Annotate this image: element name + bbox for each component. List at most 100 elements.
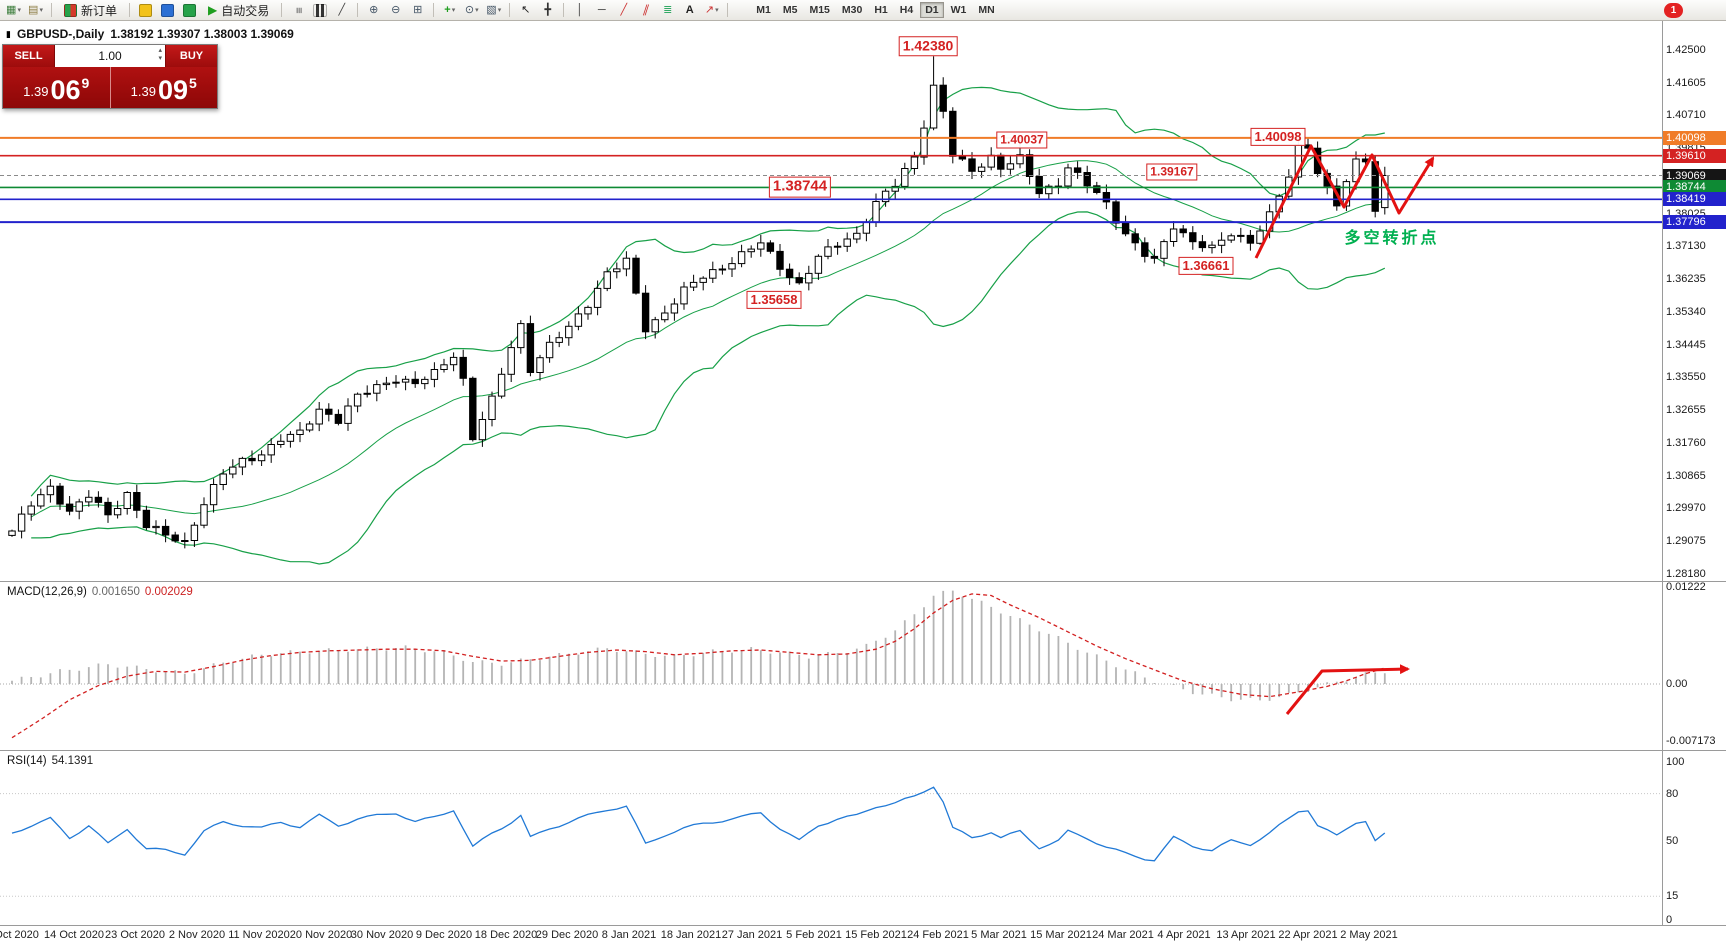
rsi-current-value: 54.1391: [51, 755, 94, 767]
horizontal-line-icon[interactable]: ─: [591, 1, 612, 19]
signals-icon[interactable]: [179, 1, 200, 19]
sell-button[interactable]: SELL: [3, 45, 55, 67]
candlestick-mini-icon: ▮: [6, 28, 11, 39]
channel-glyph: ∥: [641, 3, 651, 16]
cursor-icon[interactable]: ↖: [515, 1, 536, 19]
fibonacci-icon[interactable]: ≣: [657, 1, 678, 19]
volume-spinner[interactable]: ▴ ▾: [158, 47, 162, 63]
vline-glyph: │: [576, 3, 584, 16]
toolbar-separator: [51, 3, 52, 17]
bar-chart-icon[interactable]: ≡: [287, 1, 308, 19]
sell-price-head: 1.39: [23, 84, 49, 99]
new-chart-icon[interactable]: ▦ ▾: [3, 1, 24, 19]
volume-input[interactable]: 1.00 ▴ ▾: [55, 45, 165, 67]
chevron-down-icon: ▾: [497, 7, 502, 14]
profiles-icon[interactable]: ▤ ▾: [25, 1, 46, 19]
chevron-down-icon: ▾: [17, 7, 21, 14]
timeframe-MN[interactable]: MN: [973, 2, 999, 18]
crosshair-glyph: ╋: [544, 3, 552, 16]
volume-value: 1.00: [98, 49, 122, 63]
timeframe-M30[interactable]: M30: [837, 2, 867, 18]
buy-button[interactable]: BUY: [165, 45, 217, 67]
macd-signal-value: 0.002029: [144, 586, 193, 598]
spin-down-icon[interactable]: ▾: [158, 55, 162, 62]
profiles-glyph: ▤: [28, 3, 39, 16]
macd-indicator-label: MACD(12,26,9) 0.001650 0.002029: [7, 586, 193, 598]
tile-windows-icon[interactable]: ⊞: [407, 1, 428, 19]
line-chart-icon[interactable]: ╱: [331, 1, 352, 19]
order-glyph: [64, 3, 77, 17]
timeframe-H1[interactable]: H1: [869, 2, 892, 18]
notification-badge[interactable]: 1: [1664, 2, 1683, 18]
ohlc-values: 1.38192 1.39307 1.38003 1.39069: [110, 27, 294, 41]
candles-glyph: [312, 3, 327, 17]
linechart-glyph: ╱: [338, 3, 346, 16]
chevron-down-icon: ▾: [451, 7, 456, 14]
tile-glyph: ⊞: [413, 3, 423, 16]
timeframe-M15[interactable]: M15: [804, 2, 834, 18]
text-tool-icon[interactable]: A: [679, 1, 700, 19]
buy-price-pips: 09: [157, 75, 189, 105]
timeframe-H4[interactable]: H4: [895, 2, 918, 18]
timeframe-D1[interactable]: D1: [920, 2, 944, 18]
zoom-in-icon[interactable]: ⊕: [363, 1, 384, 19]
toolbar-separator: [563, 3, 565, 17]
one-click-trading-panel: SELL 1.00 ▴ ▾ BUY 1.39 06 9 1.39 09 5: [2, 44, 218, 109]
chevron-down-icon: ▾: [39, 7, 43, 14]
text-glyph: A: [685, 3, 694, 16]
rsi-indicator-label: RSI(14) 54.1391: [7, 755, 93, 767]
toolbar-separator: [357, 3, 359, 17]
buy-price[interactable]: 1.39 09 5: [111, 67, 218, 108]
trendline-icon[interactable]: ╱: [613, 1, 634, 19]
timeframe-M5[interactable]: M5: [778, 2, 803, 18]
template-glyph: ▧: [486, 3, 497, 16]
toolbar-separator: [281, 3, 283, 17]
chart-glyph: ▦: [6, 3, 17, 16]
toolbar: ▦ ▾ ▤ ▾ 新订单 ▶ 自动交易 ≡ ╱ ⊕ ⊖ ⊞ + ▾ ⊙ ▾ ▧ ▾ ↖ ╋ │ ─ ╱ ∥ ≣ A ↗ ▾ M1 M5 M15…: [0, 0, 1726, 21]
green-glyph: [183, 3, 197, 17]
auto-trading-button[interactable]: ▶ 自动交易: [201, 1, 276, 19]
equidistant-channel-icon[interactable]: ∥: [635, 1, 656, 19]
rsi-name: RSI(14): [7, 755, 47, 767]
periods-icon[interactable]: ⊙ ▾: [461, 1, 482, 19]
toolbar-separator: [727, 3, 729, 17]
blue-glyph: [161, 3, 175, 17]
new-order-button-label: 新订单: [81, 3, 118, 18]
chevron-down-icon: ▾: [475, 7, 479, 14]
symbol-line: ▮ GBPUSD-,Daily 1.38192 1.39307 1.38003 …: [6, 27, 294, 41]
candlestick-chart-icon[interactable]: [309, 1, 330, 19]
zoomout-glyph: ⊖: [391, 3, 401, 16]
macd-name: MACD(12,26,9): [7, 586, 87, 598]
metaeditor-icon[interactable]: [135, 1, 156, 19]
zoom-out-icon[interactable]: ⊖: [385, 1, 406, 19]
chevron-down-icon: ▾: [715, 7, 719, 14]
timeframe-group: M1 M5 M15 M30 H1 H4 D1 W1 MN: [751, 2, 999, 18]
crosshair-icon[interactable]: ╋: [537, 1, 558, 19]
new-order-button[interactable]: 新订单: [57, 1, 124, 19]
hline-glyph: ─: [597, 3, 606, 16]
macd-main-value: 0.001650: [91, 586, 140, 598]
bars-glyph: ≡: [292, 6, 305, 14]
arrows-tool-icon[interactable]: ↗ ▾: [701, 1, 722, 19]
toolbar-separator: [509, 3, 511, 17]
marketplace-icon[interactable]: [157, 1, 178, 19]
indicators-icon[interactable]: + ▾: [439, 1, 460, 19]
play-glyph: ▶: [208, 3, 218, 17]
toolbar-separator: [433, 3, 435, 17]
clock-glyph: ⊙: [464, 3, 475, 16]
fibo-glyph: ≣: [663, 3, 673, 16]
auto-trading-button-label: 自动交易: [221, 3, 270, 18]
spin-up-icon[interactable]: ▴: [158, 47, 162, 54]
zoomin-glyph: ⊕: [369, 3, 379, 16]
buy-price-head: 1.39: [130, 84, 156, 99]
sell-price[interactable]: 1.39 06 9: [3, 67, 111, 108]
vertical-line-icon[interactable]: │: [569, 1, 590, 19]
indicators-glyph: +: [444, 3, 451, 16]
toolbar-items: ▦ ▾ ▤ ▾ 新订单 ▶ 自动交易 ≡ ╱ ⊕ ⊖ ⊞ + ▾ ⊙ ▾ ▧ ▾ ↖ ╋ │ ─ ╱ ∥ ≣ A ↗ ▾ M1 M5 M15…: [3, 0, 1664, 20]
arrowtool-glyph: ↗: [704, 3, 715, 16]
timeframe-M1[interactable]: M1: [751, 2, 776, 18]
timeframe-W1[interactable]: W1: [946, 2, 972, 18]
sell-price-point: 9: [81, 75, 90, 91]
templates-icon[interactable]: ▧ ▾: [483, 1, 504, 19]
